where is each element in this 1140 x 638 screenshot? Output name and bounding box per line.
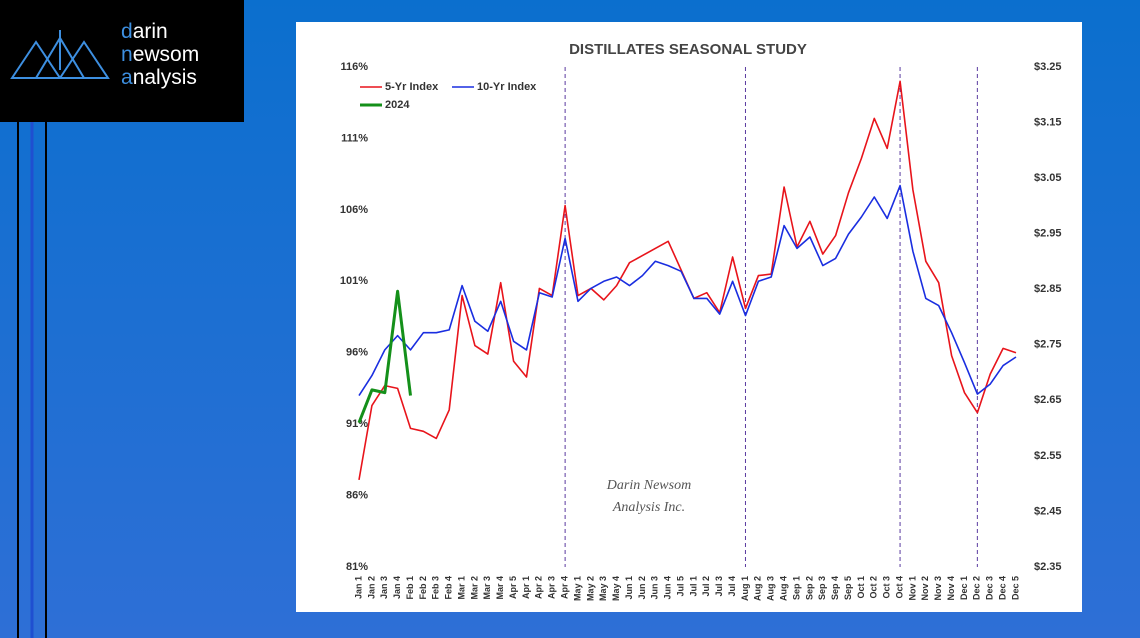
x-tick-label: Sep 3 [817,576,827,600]
logo-word: newsom [121,43,200,66]
x-tick-label: Jan 3 [379,576,389,599]
legend-label: 5-Yr Index [385,81,439,93]
x-tick-label: Mar 1 [456,576,466,600]
x-tick-label: Apr 1 [521,576,531,599]
chart-title: DISTILLATES SEASONAL STUDY [569,41,807,58]
y-tick-label: 81% [346,561,368,573]
x-tick-label: Apr 5 [508,576,518,599]
y-tick-label: 101% [340,275,368,287]
x-tick-label: Sep 1 [791,576,801,600]
x-tick-label: Jul 3 [714,576,724,597]
x-tick-label: Jul 5 [675,576,685,597]
logo: darin newsom analysis [0,0,244,122]
y2-tick-label: $2.55 [1034,450,1062,462]
x-tick-label: Mar 2 [469,576,479,600]
x-tick-label: Jul 4 [727,576,737,597]
x-tick-label: Sep 5 [843,576,853,600]
x-tick-label: May 4 [611,576,621,601]
x-tick-label: Nov 3 [933,576,943,601]
x-tick-label: Dec 5 [1010,576,1020,600]
x-tick-label: Jul 2 [701,576,711,597]
x-tick-label: Jun 1 [624,576,634,600]
x-tick-label: Feb 2 [418,576,428,600]
y2-tick-label: $3.05 [1034,172,1062,184]
y2-tick-label: $2.45 [1034,505,1062,517]
x-tick-label: Nov 2 [920,576,930,601]
x-tick-label: Aug 3 [766,576,776,601]
x-tick-label: Sep 2 [804,576,814,600]
logo-word: darin [121,20,168,43]
x-tick-label: Nov 1 [907,576,917,601]
y2-tick-label: $2.65 [1034,394,1062,406]
watermark: Darin Newsom [606,478,691,493]
x-tick-label: Jul 1 [688,576,698,597]
x-tick-label: Apr 2 [534,576,544,599]
chart-panel [296,22,1082,612]
x-tick-label: Oct 3 [882,576,892,599]
x-tick-label: Sep 4 [830,576,840,600]
x-tick-label: Feb 3 [431,576,441,600]
x-tick-label: Apr 4 [559,576,569,599]
x-tick-label: Jan 4 [392,576,402,599]
y2-tick-label: $3.15 [1034,116,1062,128]
x-tick-label: Jun 2 [637,576,647,600]
watermark: Analysis Inc. [612,500,685,515]
logo-word: analysis [121,66,197,89]
y2-tick-label: $3.25 [1034,61,1062,73]
series-line [357,289,412,424]
x-tick-label: Oct 1 [856,576,866,599]
y2-tick-label: $2.35 [1034,561,1062,573]
legend-label: 2024 [385,99,410,111]
x-tick-label: Oct 2 [869,576,879,599]
y-tick-label: 86% [346,489,368,501]
y2-tick-label: $2.85 [1034,283,1062,295]
logo-icon [10,30,110,79]
x-tick-label: Oct 4 [894,576,904,599]
x-tick-label: May 3 [598,576,608,601]
x-tick-label: Nov 4 [946,576,956,601]
x-tick-label: Jan 1 [353,576,363,599]
x-tick-label: Jun 4 [663,576,673,600]
x-tick-label: Jun 3 [650,576,660,600]
series-line [358,184,1017,397]
x-tick-label: Dec 1 [959,576,969,600]
x-tick-label: Feb 4 [444,576,454,600]
x-tick-label: Dec 4 [997,576,1007,600]
x-tick-label: Aug 4 [778,576,788,601]
x-tick-label: Feb 1 [405,576,415,600]
y-tick-label: 111% [341,132,368,144]
x-tick-label: May 1 [572,576,582,601]
x-tick-label: Aug 1 [740,576,750,601]
y-tick-label: 116% [340,61,368,73]
x-tick-label: Mar 3 [482,576,492,600]
x-tick-label: May 2 [585,576,595,601]
x-tick-label: Dec 3 [985,576,995,600]
x-tick-label: Mar 4 [495,576,505,600]
x-tick-label: Jan 2 [366,576,376,599]
x-tick-label: Dec 2 [972,576,982,600]
y2-tick-label: $2.95 [1034,228,1062,240]
y2-tick-label: $2.75 [1034,339,1062,351]
y-tick-label: 91% [346,418,368,430]
y-tick-label: 106% [340,204,368,216]
x-tick-label: Aug 2 [753,576,763,601]
x-tick-label: Apr 3 [547,576,557,599]
logo-text: darin newsom analysis [121,20,199,89]
legend-label: 10-Yr Index [477,81,537,93]
y-tick-label: 96% [346,347,368,359]
